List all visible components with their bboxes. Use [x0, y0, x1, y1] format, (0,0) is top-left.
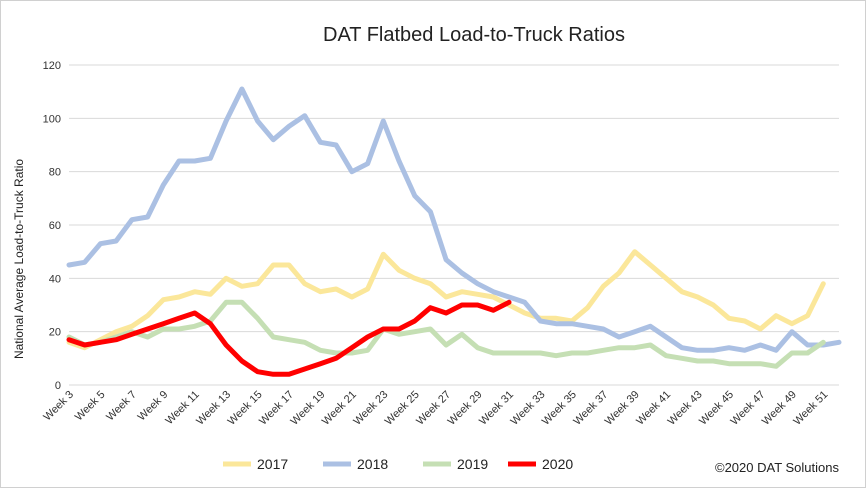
series-line-2018 — [66, 86, 842, 353]
x-tick-label: Week 51 — [791, 389, 830, 428]
y-axis-ticks: 0 20 40 60 80 100 120 — [43, 60, 61, 392]
legend-label-2017: 2017 — [257, 456, 288, 472]
series-line-2020 — [66, 299, 512, 377]
series-line-2019 — [66, 299, 826, 369]
y-tick-label: 40 — [49, 273, 61, 285]
y-axis-label: National Average Load-to-Truck Ratio — [12, 159, 26, 359]
series-line-2017 — [66, 249, 826, 351]
gridlines — [69, 64, 839, 386]
x-tick-label: Week 7 — [104, 389, 139, 424]
series-lines — [66, 86, 842, 377]
y-tick-label: 100 — [43, 113, 61, 125]
legend-label-2018: 2018 — [357, 456, 388, 472]
y-tick-label: 80 — [49, 167, 61, 179]
x-tick-label: Week 5 — [73, 389, 108, 424]
copyright-note: ©2020 DAT Solutions — [715, 460, 840, 475]
y-tick-label: 120 — [43, 60, 61, 72]
y-tick-label: 60 — [49, 220, 61, 232]
x-tick-label: Week 3 — [41, 389, 76, 424]
y-tick-label: 0 — [55, 380, 61, 392]
legend-label-2019: 2019 — [457, 456, 488, 472]
chart-title: DAT Flatbed Load-to-Truck Ratios — [323, 24, 625, 46]
y-tick-label: 20 — [49, 327, 61, 339]
legend: 2017 2018 2019 2020 — [223, 456, 573, 472]
legend-label-2020: 2020 — [542, 456, 573, 472]
